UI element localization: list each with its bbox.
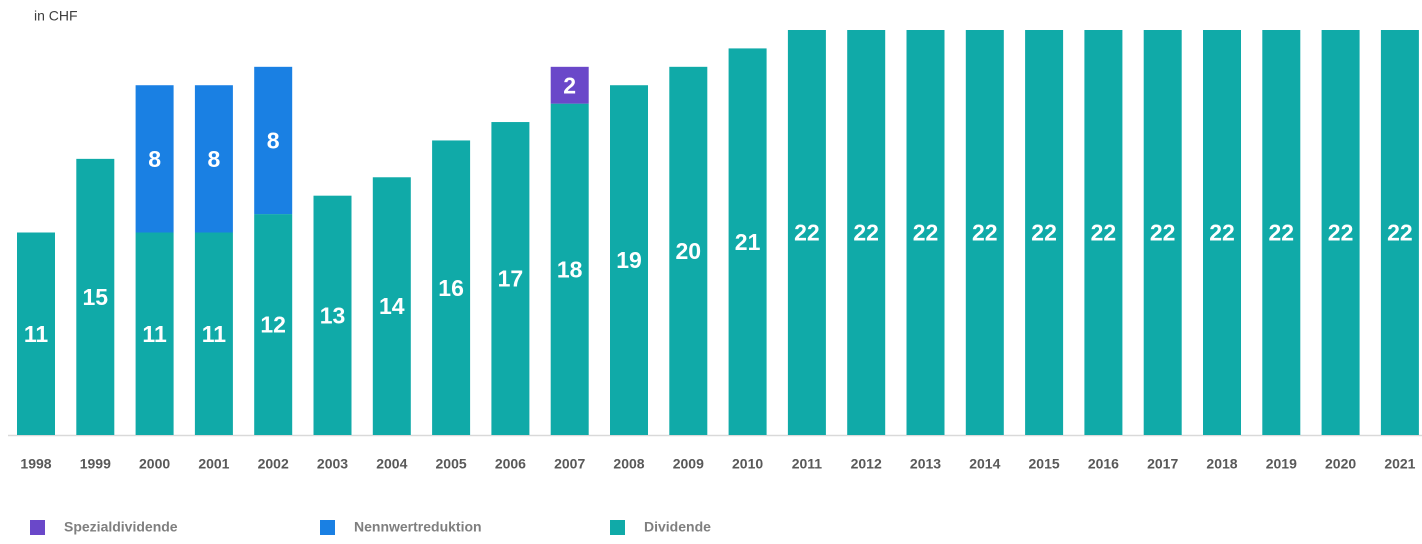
data-label: 22 [1150,220,1176,246]
data-label: 12 [260,312,286,338]
x-tick-label: 2002 [258,456,289,472]
data-label: 13 [320,302,346,328]
x-tick-label: 2018 [1206,456,1237,472]
unit-label: in CHF [34,8,78,24]
data-label: 14 [379,293,405,319]
x-tick-label: 2009 [673,456,704,472]
data-label: 22 [853,220,879,246]
bar-segment [194,85,233,233]
bar-segment [787,30,826,435]
x-tick-label: 2010 [732,456,763,472]
x-tick-label: 2000 [139,456,170,472]
data-label: 8 [208,146,221,172]
bar-segment [728,48,767,436]
data-label: 22 [1031,220,1057,246]
data-label: 8 [148,146,161,172]
data-label: 22 [794,220,820,246]
bar-segment [1203,30,1241,435]
bar-segment [1262,30,1301,435]
data-label: 16 [438,275,464,301]
bar-segment [965,30,1004,435]
bar-segment [550,103,589,436]
data-label: 22 [1209,220,1235,246]
data-label: 22 [1269,220,1295,246]
x-tick-label: 2007 [554,456,585,472]
x-tick-label: 2011 [792,456,823,472]
data-label: 17 [498,266,524,292]
x-tick-label: 2003 [317,456,348,472]
data-label: 20 [676,238,702,264]
x-tick-label: 2019 [1266,456,1297,472]
bar-segment [17,232,55,435]
bar-segment [847,30,886,435]
data-label: 19 [616,247,642,273]
data-label: 11 [142,321,167,347]
data-label: 22 [972,220,998,246]
bar-segment [610,85,648,436]
bar-segment [1143,30,1182,435]
data-label: 22 [1387,220,1413,246]
legend-label: Nennwertreduktion [354,519,482,535]
legend-swatch [30,520,45,535]
data-label: 11 [24,321,49,347]
bar-segment [1321,30,1360,435]
bar-segment [432,140,471,436]
x-tick-label: 1999 [80,456,111,472]
x-tick-label: 2013 [910,456,941,472]
data-label: 22 [913,220,939,246]
bar-segment [135,85,174,233]
data-label: 22 [1091,220,1117,246]
x-tick-label: 2012 [851,456,882,472]
data-label: 15 [83,284,109,310]
legend-label: Spezialdividende [64,519,178,535]
x-tick-label: 2017 [1147,456,1178,472]
x-tick-label: 2014 [969,456,1000,472]
x-tick-label: 1998 [20,456,51,472]
data-label: 2 [563,72,576,98]
x-tick-label: 2020 [1325,456,1356,472]
bar-segment [1380,30,1419,435]
x-tick-label: 2006 [495,456,526,472]
x-tick-label: 2008 [613,456,644,472]
bar-segment [372,177,411,436]
x-tick-label: 2001 [198,456,229,472]
bar-segment [135,232,174,435]
data-label: 18 [557,256,583,282]
x-tick-label: 2005 [436,456,467,472]
bar-segment [313,195,352,435]
bar-segment [906,30,945,435]
bar-segment [254,66,293,215]
data-label: 21 [735,229,761,255]
data-label: 22 [1328,220,1354,246]
legend-swatch [320,520,335,535]
x-tick-label: 2004 [376,456,407,472]
data-label: 8 [267,128,280,154]
legend-swatch [610,520,625,535]
x-tick-label: 2015 [1029,456,1060,472]
data-label: 11 [202,321,227,347]
bar-segment [254,214,293,435]
bar-segment [1084,30,1123,435]
bar-segment [194,232,233,435]
x-tick-label: 2021 [1384,456,1415,472]
legend-label: Dividende [644,519,711,535]
bar-segment [491,122,530,435]
bar-segment [550,66,589,104]
x-tick-label: 2016 [1088,456,1119,472]
bar-segment [669,66,708,436]
bar-segment [1025,30,1064,435]
bar-segment [76,158,115,435]
